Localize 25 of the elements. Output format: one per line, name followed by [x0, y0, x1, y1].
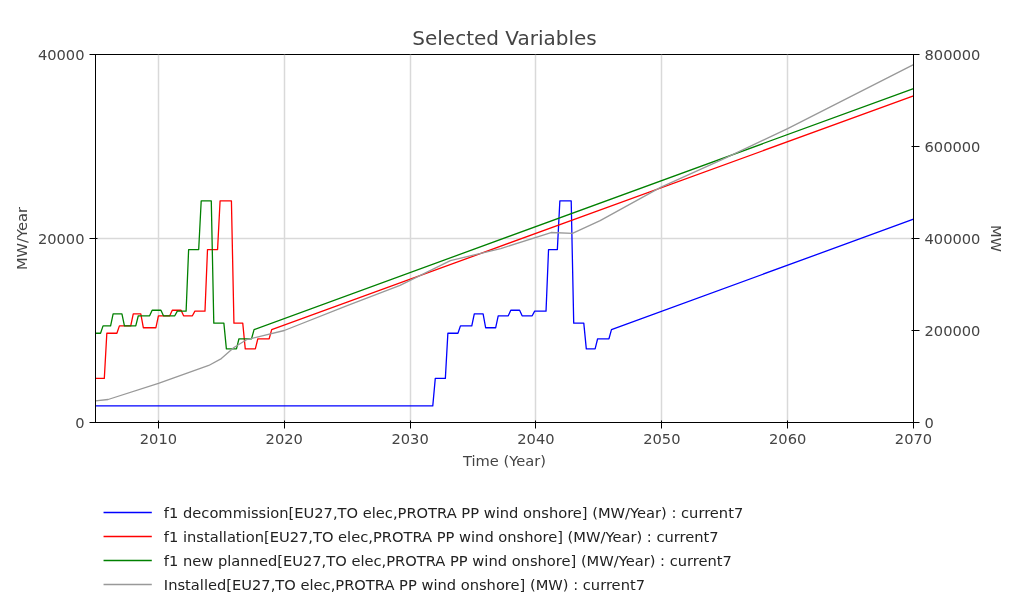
x-tick-label: 2010	[139, 429, 178, 447]
y2-tick-label: 600000	[924, 137, 981, 155]
legend-label: f1 new planned[EU27,TO elec,PROTRA PP wind onshore] (MW/Year) : current7	[163, 552, 732, 569]
y2-tick-label: 0	[924, 413, 934, 431]
y2-tick-label: 400000	[924, 229, 981, 247]
x-axis-title: Time (Year)	[462, 451, 546, 469]
x-tick-label: 2020	[265, 429, 303, 447]
legend-label: f1 installation[EU27,TO elec,PROTRA PP wind onshore] (MW/Year) : current7	[163, 528, 719, 545]
legend-label: f1 decommission[EU27,TO elec,PROTRA PP wind onshore] (MW/Year) : current7	[163, 504, 744, 521]
y-axis-title: MW/Year	[12, 205, 30, 271]
line-series	[95, 200, 914, 407]
x-tick-label: 2030	[391, 429, 429, 447]
y-tick-label: 0	[75, 413, 85, 431]
y-tick-label: 40000	[37, 45, 85, 63]
y-tick-label: 20000	[37, 229, 85, 247]
y2-tick-label: 200000	[924, 321, 981, 339]
x-tick-label: 2070	[894, 429, 933, 447]
y2-axis-title: MW	[988, 224, 1006, 253]
y2-tick-label: 800000	[924, 45, 981, 63]
chart-title: Selected Variables	[412, 25, 597, 50]
line-series	[95, 63, 914, 402]
x-tick-label: 2050	[643, 429, 681, 447]
legend-label: Installed[EU27,TO elec,PROTRA PP wind onshore] (MW) : current7	[163, 576, 645, 593]
x-tick-label: 2040	[517, 429, 555, 447]
x-tick-label: 2060	[769, 429, 807, 447]
